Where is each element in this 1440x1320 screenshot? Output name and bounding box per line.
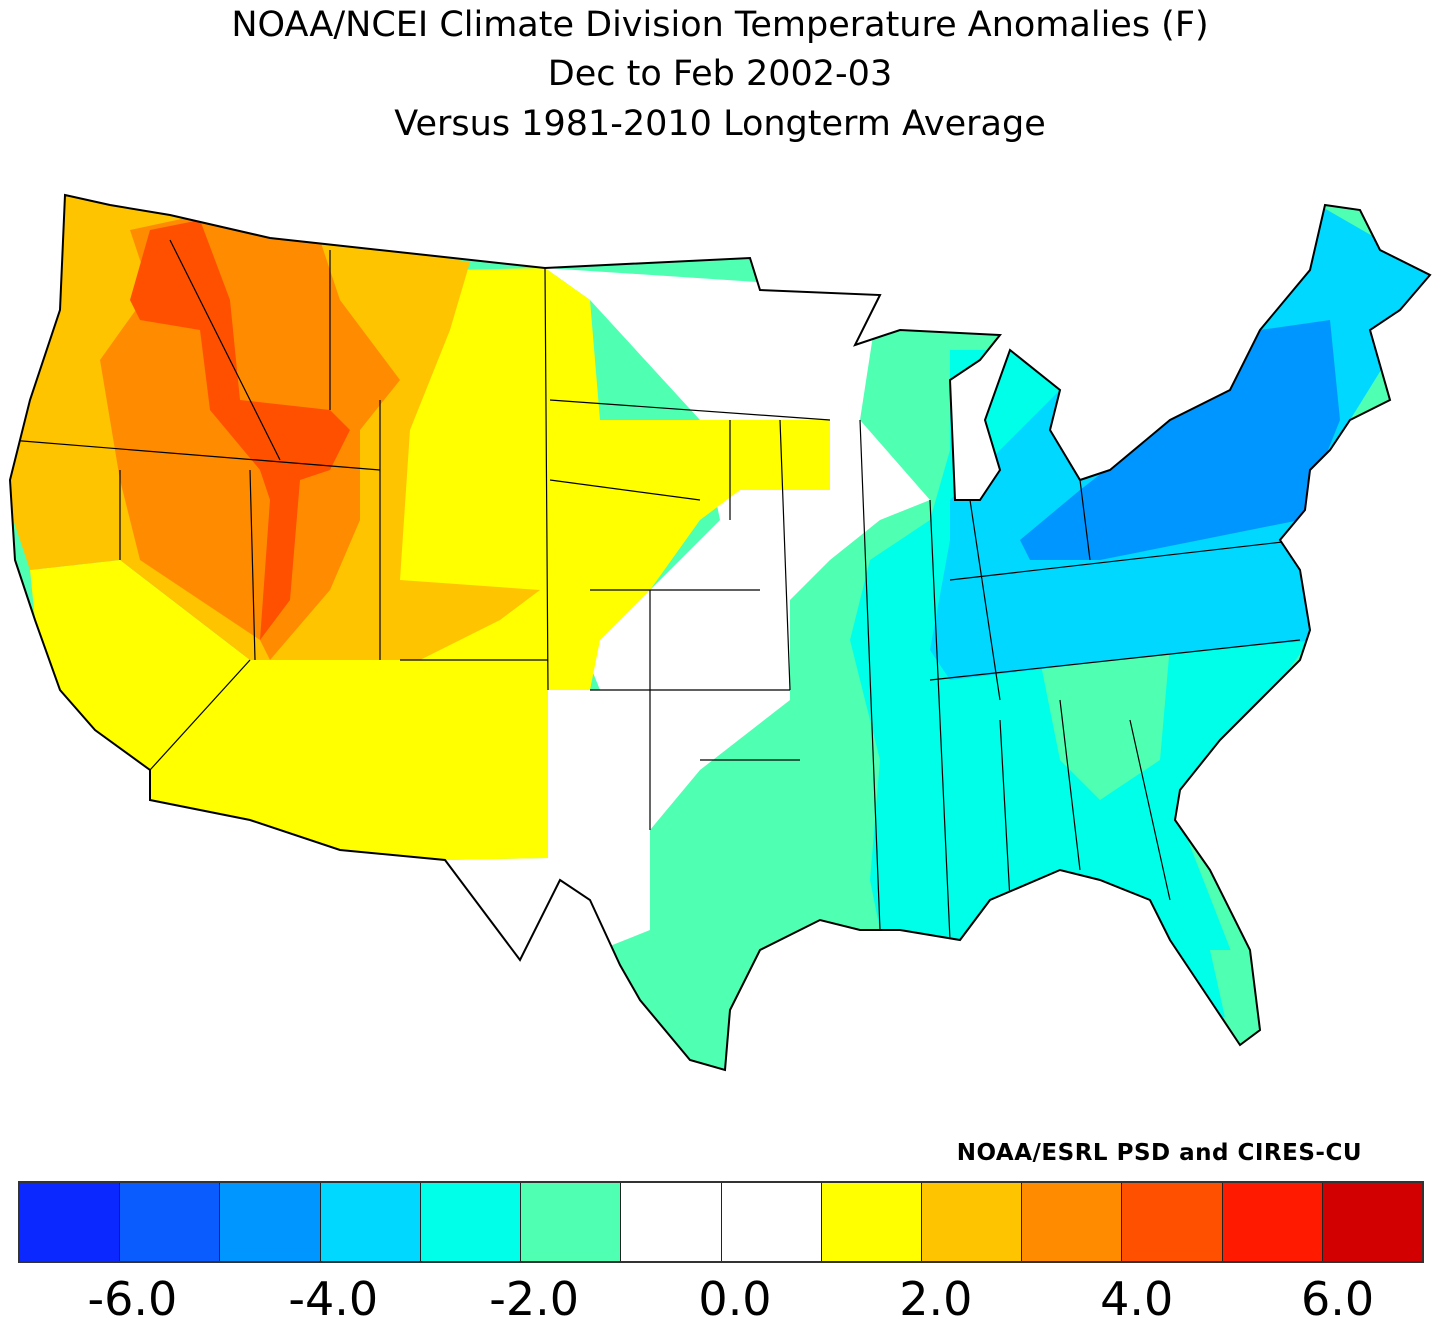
region-green-southeast xyxy=(1040,645,1170,800)
us-map xyxy=(9,194,1431,1071)
legend-tick-label: 6.0 xyxy=(1300,1272,1375,1320)
state-lines xyxy=(10,239,1301,941)
region-green-florida xyxy=(1210,950,1260,1040)
legend-swatch xyxy=(621,1183,722,1261)
region-blue xyxy=(1020,320,1340,560)
legend-swatch xyxy=(1222,1183,1323,1261)
legend-tick-label: -6.0 xyxy=(87,1272,178,1320)
legend-swatch xyxy=(20,1183,121,1261)
legend-swatch xyxy=(220,1183,321,1261)
legend-tick-label: 2.0 xyxy=(899,1272,973,1320)
title-line-3: Versus 1981-2010 Longterm Average xyxy=(394,104,1046,144)
title-line-2: Dec to Feb 2002-03 xyxy=(547,54,893,94)
color-legend-bar xyxy=(18,1181,1424,1263)
legend-tick-label: -4.0 xyxy=(288,1272,379,1320)
legend-swatch xyxy=(1022,1183,1123,1261)
legend-swatch xyxy=(721,1183,822,1261)
legend-tick-label: 4.0 xyxy=(1100,1272,1174,1320)
legend-swatch xyxy=(921,1183,1023,1261)
legend-tick-label: 0.0 xyxy=(698,1272,772,1320)
region-yellow xyxy=(30,268,830,860)
region-dark-orange xyxy=(130,220,350,640)
legend-swatch xyxy=(821,1183,922,1261)
title-line-1: NOAA/NCEI Climate Division Temperature A… xyxy=(231,5,1209,45)
legend-swatch xyxy=(1322,1183,1423,1261)
legend-swatch xyxy=(1122,1183,1223,1261)
legend-swatch xyxy=(420,1183,522,1261)
credit-text: NOAA/ESRL PSD and CIRES-CU xyxy=(956,1140,1362,1166)
legend-swatch xyxy=(521,1183,622,1261)
legend-swatch xyxy=(320,1183,421,1261)
legend-swatch xyxy=(120,1183,221,1261)
legend-tick-label: -2.0 xyxy=(489,1272,580,1320)
